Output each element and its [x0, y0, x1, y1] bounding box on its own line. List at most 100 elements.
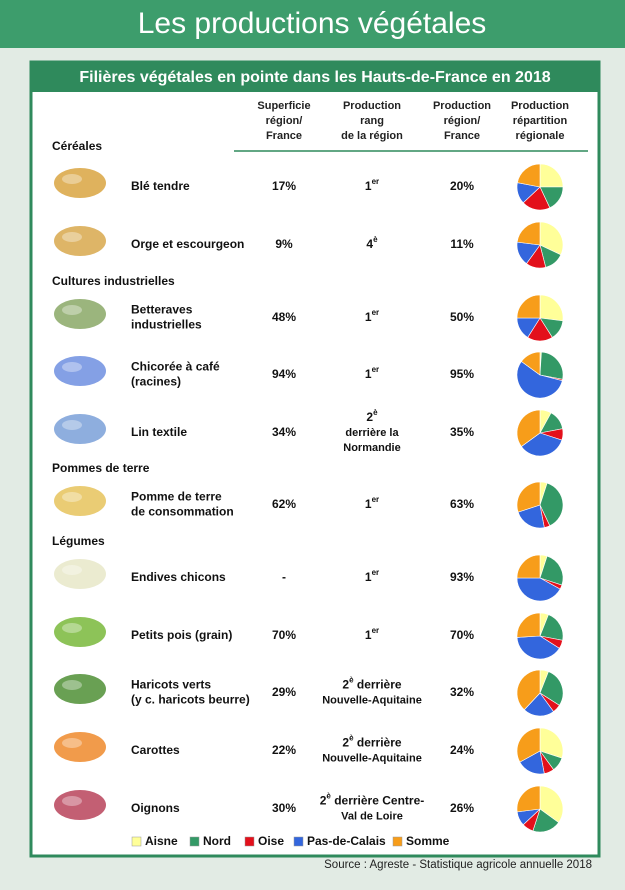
production-share: 26%	[450, 801, 474, 815]
production-share: 35%	[450, 425, 474, 439]
title-banner	[0, 0, 625, 48]
content-box	[29, 60, 601, 858]
rank-number: 4	[366, 237, 373, 251]
crop-name: industrielles	[131, 318, 202, 332]
crop-name: Endives chicons	[131, 570, 226, 584]
pie-slice	[516, 785, 541, 813]
surface-share: 9%	[275, 237, 293, 251]
crop-icon-detail	[62, 565, 82, 575]
column-header: rang	[360, 115, 384, 127]
crop-name: Chicorée à café	[131, 360, 220, 374]
crop-name: Blé tendre	[131, 179, 190, 193]
pie-slice	[520, 432, 563, 457]
rank-note: derrière Centre-	[331, 794, 424, 808]
production-share: 93%	[450, 570, 474, 584]
surface-share: 62%	[272, 497, 296, 511]
pie-slice	[516, 635, 560, 660]
column-header: régionale	[516, 130, 565, 142]
pie-slice	[516, 294, 541, 319]
crop-icon-detail	[62, 738, 82, 748]
title: Les productions végétales	[138, 7, 487, 40]
surface-share: 48%	[272, 310, 296, 324]
column-header: Production	[343, 100, 401, 112]
column-header: région/	[444, 115, 481, 127]
rank-suffix: è	[349, 734, 354, 743]
pie-slice	[516, 361, 563, 399]
rank-note: derrière	[354, 678, 402, 692]
pie-slice	[517, 504, 545, 529]
rank-number: 2	[342, 736, 349, 750]
crop-icon	[54, 559, 106, 589]
pie-slice	[516, 727, 541, 763]
rank-note: Nouvelle-Aquitaine	[322, 694, 422, 706]
pie-slice	[539, 727, 564, 759]
section-title: Pommes de terre	[52, 461, 150, 475]
pie-slice	[539, 163, 564, 188]
surface-share: 30%	[272, 801, 296, 815]
surface-share: 17%	[272, 179, 296, 193]
crop-name: Betteraves	[131, 303, 193, 317]
rank: 1er	[365, 626, 379, 642]
legend-label: Nord	[203, 834, 231, 848]
pie-slice	[516, 481, 541, 513]
crop-name: Orge et escourgeon	[131, 237, 244, 251]
rank: 1er	[365, 568, 379, 584]
column-header: France	[444, 130, 480, 142]
column-header: répartition	[513, 115, 568, 127]
column-header: de la région	[341, 130, 403, 142]
rank-number: 1	[365, 497, 372, 511]
crop-icon	[54, 486, 106, 516]
crop-icon-detail	[62, 305, 82, 315]
crop-name: Carottes	[131, 743, 180, 757]
section-title: Légumes	[52, 534, 105, 548]
rank-note: derrière	[354, 736, 402, 750]
rank-suffix: è	[373, 408, 378, 417]
legend-swatch	[189, 836, 200, 847]
pie-slice	[516, 612, 541, 638]
rank-number: 1	[365, 310, 372, 324]
rank-number: 2	[342, 678, 349, 692]
rank-suffix: er	[372, 495, 380, 504]
production-share: 24%	[450, 743, 474, 757]
rank-number: 1	[365, 628, 372, 642]
rank-number: 1	[365, 179, 372, 193]
rank: 1er	[365, 177, 379, 193]
pie-slice	[516, 409, 541, 447]
surface-share: 22%	[272, 743, 296, 757]
pie-slice	[539, 294, 564, 322]
section-title: Céréales	[52, 139, 102, 153]
pie-slice	[539, 671, 564, 706]
rank-suffix: er	[372, 177, 380, 186]
crop-name: Oignons	[131, 801, 180, 815]
pie-slice	[516, 577, 561, 602]
crop-name: (y c. haricots beurre)	[131, 693, 250, 707]
crop-icon-detail	[62, 174, 82, 184]
production-share: 70%	[450, 628, 474, 642]
rank-suffix: er	[372, 365, 380, 374]
rank: 1er	[365, 365, 379, 381]
crop-icon	[54, 674, 106, 704]
section-title: Cultures industrielles	[52, 274, 175, 288]
surface-share: -	[282, 570, 286, 584]
column-header: Production	[433, 100, 491, 112]
crop-name: (racines)	[131, 375, 181, 389]
rank-number: 2	[366, 410, 373, 424]
surface-share: 29%	[272, 685, 296, 699]
subtitle-bar	[31, 62, 599, 92]
column-header: France	[266, 130, 302, 142]
surface-share: 70%	[272, 628, 296, 642]
crop-icon	[54, 617, 106, 647]
production-share: 95%	[450, 367, 474, 381]
column-header: région/	[266, 115, 303, 127]
surface-share: 94%	[272, 367, 296, 381]
crop-icon-detail	[62, 680, 82, 690]
legend-swatch	[293, 836, 304, 847]
rank-suffix: er	[372, 308, 380, 317]
pie-slice	[520, 351, 541, 376]
crop-icon-detail	[62, 420, 82, 430]
legend-swatch	[131, 836, 142, 847]
pie-slice	[539, 221, 564, 256]
crop-name: Pomme de terre	[131, 490, 222, 504]
pie-slice	[516, 669, 541, 711]
